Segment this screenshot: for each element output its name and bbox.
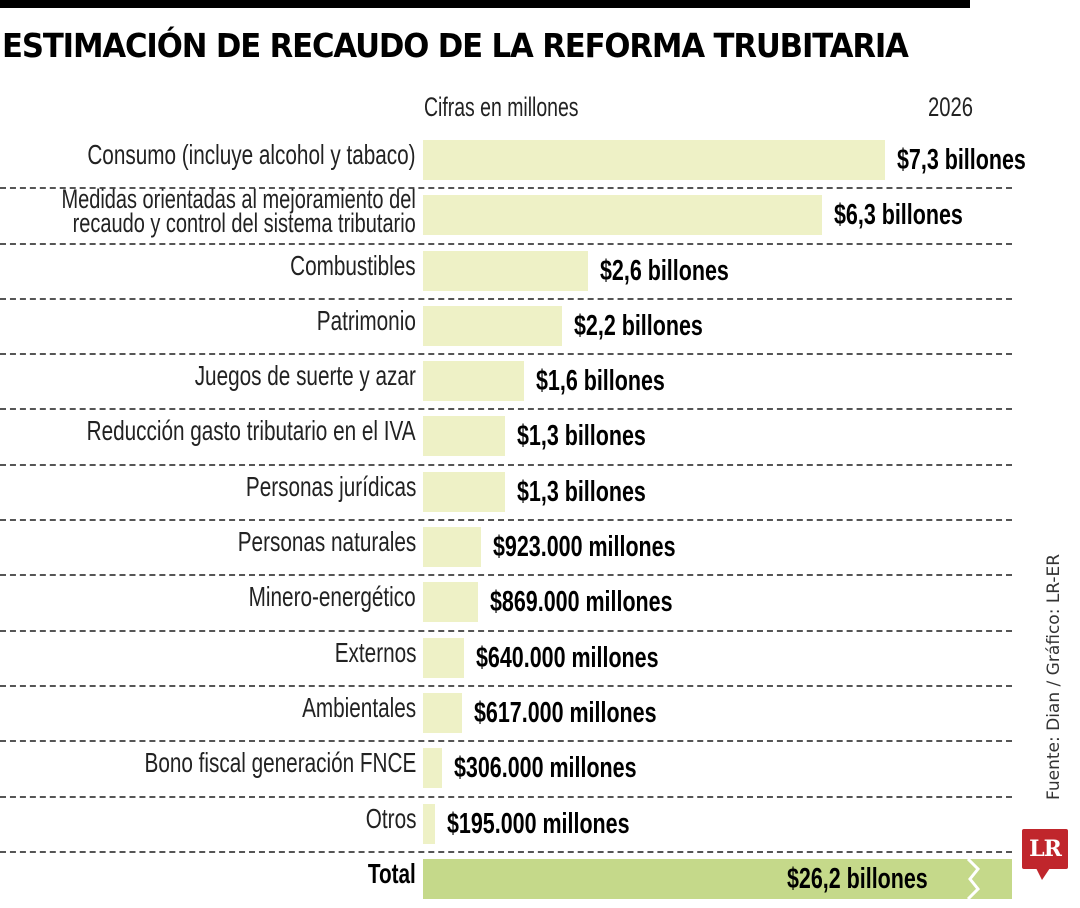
bar-label: Otros <box>365 802 416 834</box>
bar-value: $1,3 billones <box>517 420 646 453</box>
total-row: Total $26,2 billones <box>0 853 1012 908</box>
bar-label: Consumo (incluye alcohol y tabaco) <box>87 139 416 170</box>
bar-label: Patrimonio <box>316 304 416 336</box>
bar-value: $869.000 millones <box>490 586 673 619</box>
bar-value: $640.000 millones <box>476 641 659 674</box>
bar-value: $195.000 millones <box>447 807 630 840</box>
lr-logo: LR <box>1022 829 1068 869</box>
bar-row: Personas jurídicas $1,3 billones <box>0 466 1012 522</box>
dashed-divider <box>0 519 1012 522</box>
bar <box>423 140 885 180</box>
bar <box>423 692 462 733</box>
bar <box>423 471 505 512</box>
bar-label: Reducción gasto tributario en el IVA <box>86 415 416 447</box>
total-value: $26,2 billones <box>787 862 928 895</box>
top-rule <box>0 0 970 8</box>
chart-title: ESTIMACIÓN DE RECAUDO DE LA REFORMA TRUB… <box>2 26 909 65</box>
bar-value: $7,3 billones <box>897 144 1026 176</box>
total-label: Total <box>368 857 416 889</box>
chart-subtitle: Cifras en millones <box>424 92 579 122</box>
bar <box>423 250 588 291</box>
bar-value: $923.000 millones <box>493 531 676 564</box>
bar <box>423 637 464 678</box>
dashed-divider <box>0 850 1012 853</box>
bar-label: Personas naturales <box>237 526 416 558</box>
bar-label: Medidas orientadas al mejoramiento del r… <box>61 184 417 239</box>
column-year-label: 2026 <box>927 92 973 122</box>
bar-value: $617.000 millones <box>474 696 657 729</box>
bar <box>423 748 442 789</box>
bar <box>423 582 478 623</box>
bar-row: Juegos de suerte y azar $1,6 billones <box>0 355 1012 411</box>
dashed-divider <box>0 629 1012 632</box>
dashed-divider <box>0 684 1012 687</box>
bar-row: Reducción gasto tributario en el IVA $1,… <box>0 410 1012 466</box>
bar-row: Consumo (incluye alcohol y tabaco) $7,3 … <box>0 134 1026 190</box>
bar <box>423 305 562 346</box>
bar-row: Personas naturales $923.000 millones <box>0 521 1012 577</box>
bar-row: Combustibles $2,6 billones <box>0 245 1012 300</box>
bar-break-icon <box>966 858 981 899</box>
bar-row: Externos $640.000 millones <box>0 632 1012 687</box>
bar-label: Ambientales <box>301 691 416 723</box>
bar-value: $2,2 billones <box>574 309 703 342</box>
bar-row: Minero-energético $869.000 millones <box>0 576 1012 632</box>
bar-label: Minero-energético <box>249 581 416 613</box>
bar-value: $6,3 billones <box>834 199 963 232</box>
dashed-divider <box>0 574 1012 577</box>
dashed-divider <box>0 408 1012 411</box>
bar-row: Patrimonio $2,2 billones <box>0 300 1012 356</box>
bar-row: Medidas orientadas al mejoramiento del r… <box>0 184 1012 245</box>
dashed-divider <box>0 795 1012 798</box>
bar-value: $1,6 billones <box>536 365 665 398</box>
bar-row: Ambientales $617.000 millones <box>0 687 1012 743</box>
bar-value: $2,6 billones <box>600 254 729 287</box>
dashed-divider <box>0 463 1012 466</box>
lr-logo-tail <box>1036 868 1050 880</box>
bar-label-line2: recaudo y control del sistema tributario <box>72 208 417 239</box>
dashed-divider <box>0 242 1012 245</box>
bar-row: Otros $195.000 millones <box>0 798 1012 853</box>
bar-value: $306.000 millones <box>454 752 637 785</box>
bar-label: Juegos de suerte y azar <box>194 360 416 392</box>
bar-rows: Consumo (incluye alcohol y tabaco) $7,3 … <box>0 134 1026 908</box>
source-credit: Fuente: Dian / Gráfico: LR-ER <box>1044 553 1064 800</box>
bar-value: $1,3 billones <box>517 475 646 508</box>
bar-label: Externos <box>334 636 416 668</box>
bar-row: Bono fiscal generación FNCE $306.000 mil… <box>0 742 1012 798</box>
bar-label: Personas jurídicas <box>245 470 416 502</box>
bar-label: Bono fiscal generación FNCE <box>144 747 416 779</box>
dashed-divider <box>0 297 1012 300</box>
bar <box>423 527 481 568</box>
bar <box>423 416 505 457</box>
bar <box>423 361 524 402</box>
bar-label-line1: Medidas orientadas al mejoramiento del <box>61 184 416 215</box>
bar-label: Combustibles <box>290 249 416 281</box>
dashed-divider <box>0 187 1012 190</box>
dashed-divider <box>0 353 1012 356</box>
bar <box>423 195 822 236</box>
total-bar <box>423 858 1012 899</box>
dashed-divider <box>0 740 1012 743</box>
bar <box>423 803 435 844</box>
